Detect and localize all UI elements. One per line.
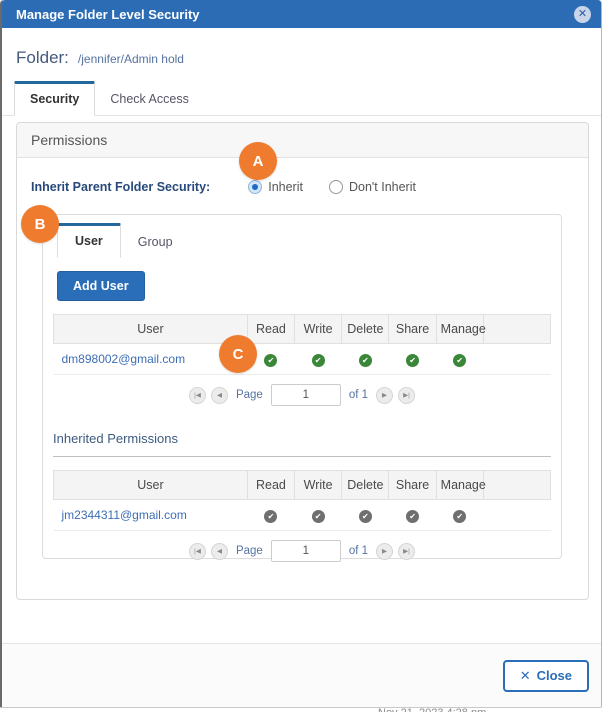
add-user-button[interactable]: Add User [57, 271, 145, 301]
column-header-manage: Manage [435, 314, 486, 344]
table-header-row: User Read Write Delete Share Manage [53, 470, 552, 500]
table-row[interactable]: dm898002@gmail.com ✔ ✔ ✔ ✔ ✔ [53, 343, 551, 375]
column-header-delete: Delete [341, 314, 390, 344]
radio-inherit-label: Inherit [268, 180, 303, 194]
dialog-title: Manage Folder Level Security [16, 6, 200, 22]
close-icon[interactable]: ✕ [574, 5, 591, 23]
column-header-read: Read [246, 314, 296, 344]
row-actions-cell [483, 343, 551, 375]
column-header-empty [482, 314, 552, 344]
divider [53, 456, 551, 457]
main-tabs: Security Check Access [2, 81, 601, 116]
first-page-button[interactable]: |◀ [188, 542, 206, 560]
inherited-permissions-table: User Read Write Delete Share Manage jm23… [53, 470, 552, 531]
user-table-pagination: |◀ ◀ Page of 1 ▶ ▶| [43, 384, 561, 406]
callout-badge-b: B [21, 205, 59, 243]
first-page-button[interactable]: |◀ [188, 386, 206, 404]
write-check-icon: ✔ [311, 354, 325, 367]
row-actions-cell [483, 499, 551, 531]
column-header-read: Read [246, 470, 296, 500]
user-email: jm2344311@gmail.com [53, 499, 248, 531]
close-button[interactable]: ✕ Close [502, 659, 589, 692]
callout-badge-a: A [239, 142, 277, 180]
user-group-tabs: User Group [43, 215, 561, 258]
column-header-write: Write [294, 314, 343, 344]
column-header-user: User [53, 314, 248, 344]
inherited-permissions-header: Inherited Permissions [53, 431, 178, 446]
manage-check-icon: ✔ [453, 354, 467, 367]
close-x-icon: ✕ [519, 667, 531, 683]
permissions-content: Inherit Parent Folder Security: Inherit … [17, 158, 588, 573]
column-header-write: Write [294, 470, 343, 500]
user-email: dm898002@gmail.com [53, 343, 248, 375]
last-page-button[interactable]: ▶| [398, 542, 416, 560]
page-number-input[interactable] [270, 540, 341, 562]
radio-option-inherit[interactable]: Inherit [248, 180, 303, 194]
folder-line: Folder: /jennifer/Admin hold [16, 48, 601, 68]
column-header-share: Share [388, 314, 437, 344]
tab-user[interactable]: User [57, 223, 121, 258]
page-label: Page [235, 545, 263, 557]
delete-check-icon: ✔ [358, 510, 372, 523]
dialog-footer: ✕ Close [2, 643, 601, 707]
share-check-icon: ✔ [406, 510, 420, 523]
folder-label: Folder: [16, 48, 69, 67]
dialog-header: Manage Folder Level Security ✕ [2, 0, 601, 28]
permissions-header: Permissions [17, 123, 588, 158]
callout-badge-c: C [219, 335, 257, 373]
inherited-table-pagination: |◀ ◀ Page of 1 ▶ ▶| [43, 540, 561, 562]
manage-check-icon: ✔ [453, 510, 467, 523]
column-header-delete: Delete [341, 470, 390, 500]
column-header-share: Share [388, 470, 437, 500]
share-check-icon: ✔ [406, 354, 420, 367]
radio-inherit-icon[interactable] [248, 180, 263, 194]
page-of-label: of 1 [348, 545, 369, 557]
radio-dont-inherit-label: Don't Inherit [348, 180, 416, 194]
user-group-panel: B C User Group Add User User [21, 205, 562, 562]
column-header-empty [482, 470, 552, 500]
prev-page-button[interactable]: ◀ [210, 386, 228, 404]
background-timestamp: Nov 21, 2023 4:28 pm [378, 706, 486, 712]
read-check-icon: ✔ [264, 354, 278, 367]
read-check-icon: ✔ [264, 510, 278, 523]
table-header-row: User Read Write Delete Share Manage [53, 314, 552, 344]
page-label: Page [235, 389, 263, 401]
column-header-user: User [53, 470, 248, 500]
tab-group[interactable]: Group [137, 235, 173, 249]
next-page-button[interactable]: ▶ [376, 386, 394, 404]
radio-dont-inherit-icon[interactable] [328, 180, 343, 194]
user-permissions-table: User Read Write Delete Share Manage dm89… [53, 314, 552, 375]
folder-path: /jennifer/Admin hold [77, 52, 184, 66]
tab-security[interactable]: Security [14, 81, 96, 116]
write-check-icon: ✔ [311, 510, 325, 523]
column-header-manage: Manage [435, 470, 486, 500]
delete-check-icon: ✔ [358, 354, 372, 367]
table-row[interactable]: jm2344311@gmail.com ✔ ✔ ✔ ✔ ✔ [53, 499, 551, 531]
page-number-input[interactable] [270, 384, 341, 406]
next-page-button[interactable]: ▶ [376, 542, 394, 560]
inherit-radio-group: Inherit Don't Inherit [248, 180, 416, 194]
radio-option-dont-inherit[interactable]: Don't Inherit [328, 180, 416, 194]
inherit-row: Inherit Parent Folder Security: Inherit … [31, 180, 574, 194]
prev-page-button[interactable]: ◀ [210, 542, 228, 560]
permissions-panel: A Permissions Inherit Parent Folder Secu… [16, 122, 589, 600]
close-button-label: Close [536, 668, 572, 683]
tab-check-access[interactable]: Check Access [110, 92, 189, 106]
inherit-parent-label: Inherit Parent Folder Security: [31, 180, 211, 194]
dialog-body: Folder: /jennifer/Admin hold Security Ch… [2, 48, 601, 600]
last-page-button[interactable]: ▶| [398, 386, 416, 404]
page-of-label: of 1 [348, 389, 369, 401]
